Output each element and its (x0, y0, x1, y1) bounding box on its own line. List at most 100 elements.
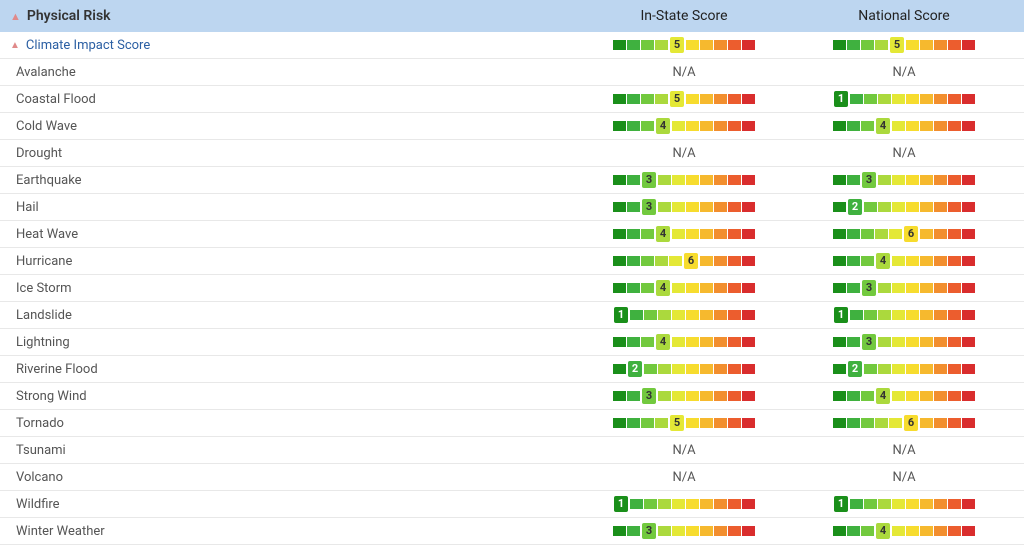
gauge-segment (742, 40, 755, 50)
gauge-segment (948, 256, 961, 266)
score-badge: 3 (642, 523, 656, 539)
gauge-segment (641, 283, 654, 293)
na-label: N/A (672, 65, 695, 80)
score-badge: 1 (834, 496, 848, 512)
gauge-segment (833, 202, 846, 212)
gauge-segment (948, 94, 961, 104)
gauge-segment (728, 256, 741, 266)
table-row: Landslide 1 1 (0, 302, 1024, 329)
score-badge: 1 (834, 91, 848, 107)
gauge-segment (700, 310, 713, 320)
gauge-segment (686, 202, 699, 212)
gauge-segment (686, 310, 699, 320)
score-gauge: 6 (833, 227, 975, 241)
risk-name: Landslide (16, 308, 72, 323)
gauge-segment (742, 391, 755, 401)
gauge-segment (889, 229, 902, 239)
gauge-segment (962, 94, 975, 104)
gauge-segment (742, 256, 755, 266)
gauge-segment (714, 175, 727, 185)
gauge-segment (906, 202, 919, 212)
table-row: Hail32 (0, 194, 1024, 221)
score-badge: 4 (656, 334, 670, 350)
gauge-segment (889, 418, 902, 428)
score-badge: 2 (628, 361, 642, 377)
gauge-segment (728, 94, 741, 104)
gauge-segment (948, 175, 961, 185)
header-national[interactable]: National Score (794, 8, 1014, 24)
gauge-segment (672, 499, 685, 509)
gauge-segment (962, 40, 975, 50)
gauge-segment (627, 283, 640, 293)
gauge-segment (892, 256, 905, 266)
score-cell: 3 (794, 173, 1014, 187)
gauge-segment (627, 526, 640, 536)
score-gauge: 2 (833, 362, 975, 376)
risk-name-cell: Volcano (10, 470, 574, 485)
gauge-segment (658, 526, 671, 536)
gauge-segment (714, 526, 727, 536)
risk-name-cell: Tornado (10, 416, 574, 431)
score-badge: 4 (876, 118, 890, 134)
score-gauge: 5 (613, 416, 755, 430)
score-gauge: 4 (613, 281, 755, 295)
gauge-segment (742, 310, 755, 320)
gauge-segment (948, 526, 961, 536)
score-cell: 1 (794, 497, 1014, 511)
gauge-segment (906, 526, 919, 536)
score-cell: 1 (794, 92, 1014, 106)
gauge-segment (742, 283, 755, 293)
score-cell: 6 (574, 254, 794, 268)
risk-name-cell[interactable]: ▲Climate Impact Score (10, 38, 574, 53)
table-row: Wildfire11 (0, 491, 1024, 518)
gauge-segment (920, 391, 933, 401)
header-in-state[interactable]: In-State Score (574, 8, 794, 24)
table-row: VolcanoN/AN/A (0, 464, 1024, 491)
score-badge: 3 (642, 172, 656, 188)
score-gauge: 1 (833, 308, 975, 322)
score-gauge: 1 (613, 308, 755, 322)
gauge-segment (948, 499, 961, 509)
score-cell: 4 (574, 119, 794, 133)
gauge-segment (700, 499, 713, 509)
gauge-segment (613, 364, 626, 374)
gauge-segment (875, 418, 888, 428)
score-badge: 2 (848, 361, 862, 377)
gauge-segment (847, 229, 860, 239)
score-gauge: 3 (613, 173, 755, 187)
gauge-segment (672, 283, 685, 293)
gauge-segment (962, 202, 975, 212)
gauge-segment (655, 40, 668, 50)
gauge-segment (850, 310, 863, 320)
gauge-segment (920, 40, 933, 50)
score-gauge: 2 (613, 362, 755, 376)
gauge-segment (700, 364, 713, 374)
gauge-segment (658, 202, 671, 212)
gauge-segment (686, 418, 699, 428)
gauge-segment (833, 526, 846, 536)
gauge-segment (728, 526, 741, 536)
score-gauge: 6 (833, 416, 975, 430)
chevron-up-icon[interactable]: ▲ (10, 40, 20, 51)
risk-name-cell: Earthquake (10, 173, 574, 188)
gauge-segment (627, 418, 640, 428)
gauge-segment (934, 40, 947, 50)
gauge-segment (714, 229, 727, 239)
gauge-segment (686, 94, 699, 104)
header-physical-risk[interactable]: ▲ Physical Risk (10, 8, 574, 24)
gauge-segment (672, 337, 685, 347)
gauge-segment (847, 121, 860, 131)
gauge-segment (833, 391, 846, 401)
score-cell: N/A (574, 146, 794, 161)
gauge-segment (686, 175, 699, 185)
gauge-segment (892, 391, 905, 401)
gauge-segment (878, 310, 891, 320)
score-cell: N/A (574, 443, 794, 458)
score-badge: 6 (904, 415, 918, 431)
risk-name: Winter Weather (16, 524, 105, 539)
gauge-segment (613, 418, 626, 428)
gauge-segment (920, 364, 933, 374)
gauge-segment (728, 202, 741, 212)
gauge-segment (962, 418, 975, 428)
gauge-segment (920, 94, 933, 104)
